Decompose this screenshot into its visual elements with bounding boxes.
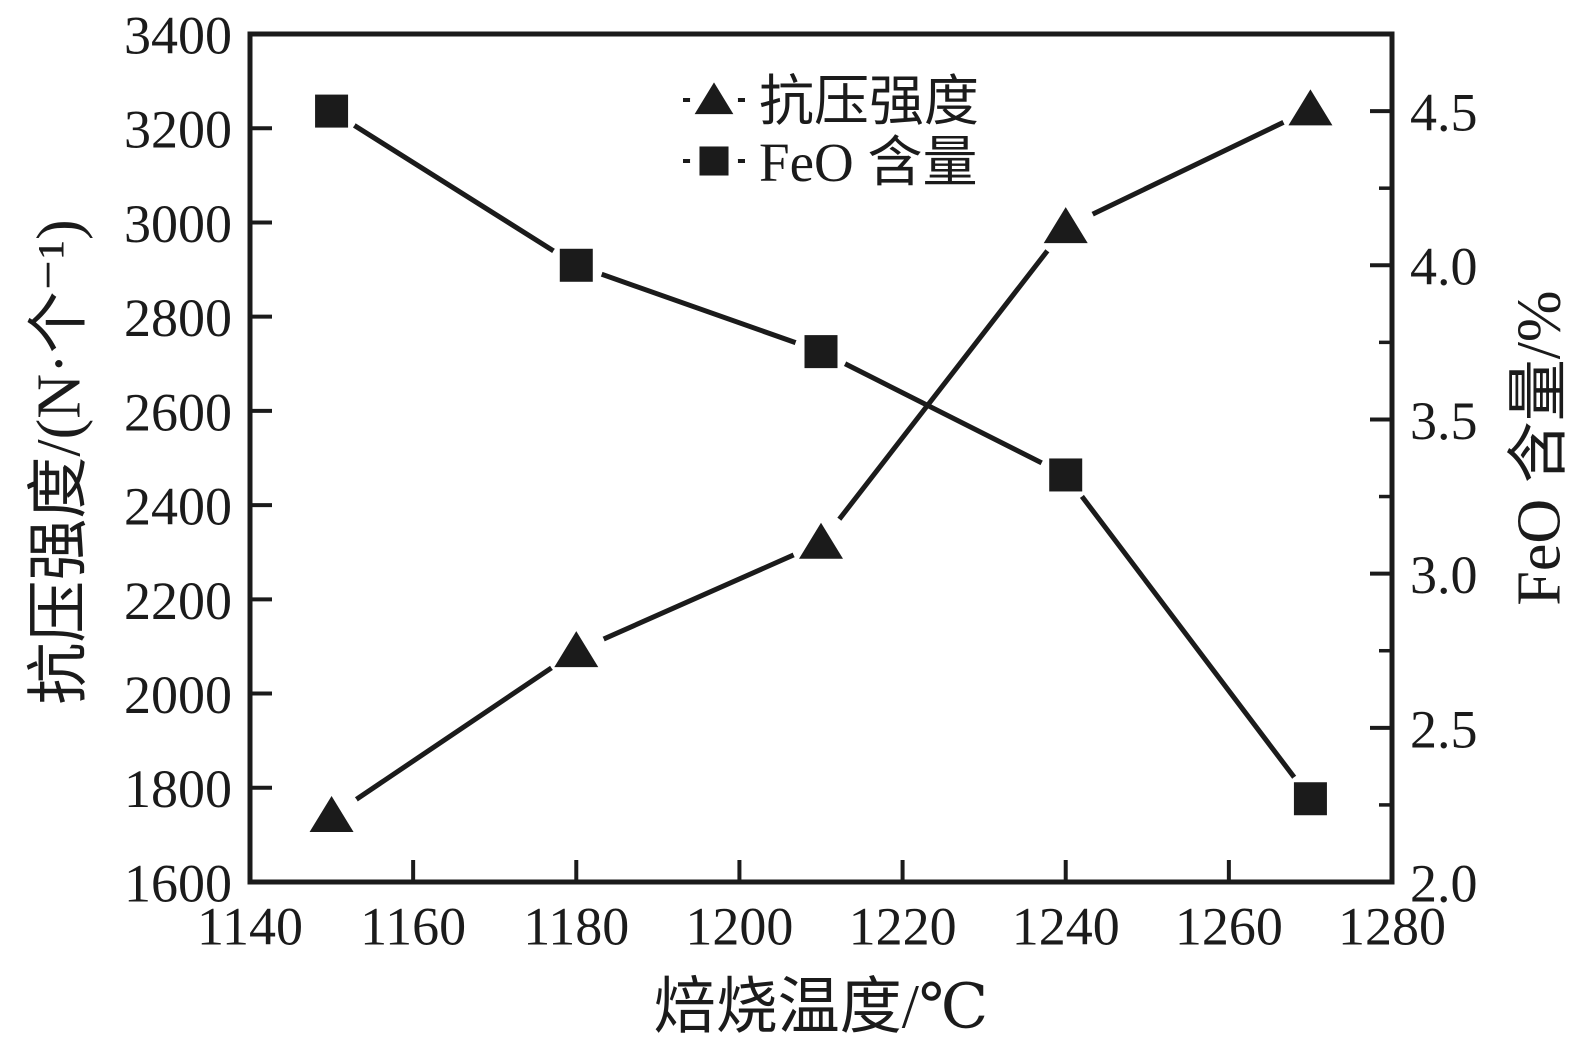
series-line-0	[330, 107, 1312, 819]
x-axis-title: 焙烧温度/℃	[654, 973, 989, 1041]
left-y-axis-title: 抗压强度/(N·个⁻¹)	[25, 219, 93, 704]
square-marker-series-1	[1049, 458, 1083, 492]
square-marker-series-1	[315, 94, 349, 128]
triangle-marker-series-0	[1043, 207, 1088, 244]
x-tick-label: 1180	[523, 897, 629, 957]
right-y-tick-label: 3.0	[1410, 545, 1478, 605]
series-line-1	[330, 108, 1313, 801]
square-marker-series-1	[559, 248, 593, 282]
left-y-tick-label: 2800	[124, 288, 232, 348]
right-y-axis-title: FeO 含量/%	[1505, 290, 1573, 605]
triangle-marker-series-0	[309, 796, 354, 833]
legend-label-1: FeO 含量	[759, 132, 977, 193]
square-marker-series-1	[1293, 782, 1327, 816]
x-tick-label: 1140	[197, 897, 303, 957]
right-y-tick-label: 2.5	[1410, 699, 1478, 759]
left-y-tick-label: 3400	[124, 5, 232, 65]
x-tick-label: 1220	[849, 897, 957, 957]
square-marker-series-1	[804, 335, 838, 369]
x-tick-label: 1160	[360, 897, 466, 957]
right-y-tick-label: 4.0	[1410, 237, 1478, 297]
right-y-tick-label: 4.5	[1410, 83, 1478, 143]
right-y-tick-label: 2.0	[1410, 853, 1478, 913]
left-y-tick-label: 2200	[124, 571, 232, 631]
right-y-tick-label: 3.5	[1410, 391, 1478, 451]
square-marker-legend-1	[699, 146, 729, 176]
triangle-marker-series-0	[554, 631, 599, 668]
x-tick-label: 1280	[1338, 897, 1446, 957]
x-tick-label: 1260	[1175, 897, 1283, 957]
triangle-marker-series-0	[799, 522, 843, 559]
triangle-marker-legend-0	[694, 82, 734, 115]
left-y-tick-label: 1800	[124, 759, 232, 819]
plot-border	[247, 31, 1395, 885]
triangle-marker-series-0	[1288, 89, 1333, 126]
left-y-tick-label: 2400	[124, 477, 232, 537]
left-y-tick-label: 3000	[124, 194, 232, 254]
left-y-tick-label: 3200	[124, 100, 232, 160]
plot-area: 1140 1160 1180 1200 1220 1240 1260 1280 1600 1800…	[124, 5, 1478, 956]
legend-label-0: 抗压强度	[759, 71, 979, 132]
left-y-tick-label: 1600	[124, 853, 232, 913]
left-y-tick-label: 2000	[124, 665, 232, 725]
x-tick-label: 1240	[1012, 897, 1120, 957]
left-y-tick-label: 2600	[124, 382, 232, 442]
x-tick-label: 1200	[685, 897, 793, 957]
